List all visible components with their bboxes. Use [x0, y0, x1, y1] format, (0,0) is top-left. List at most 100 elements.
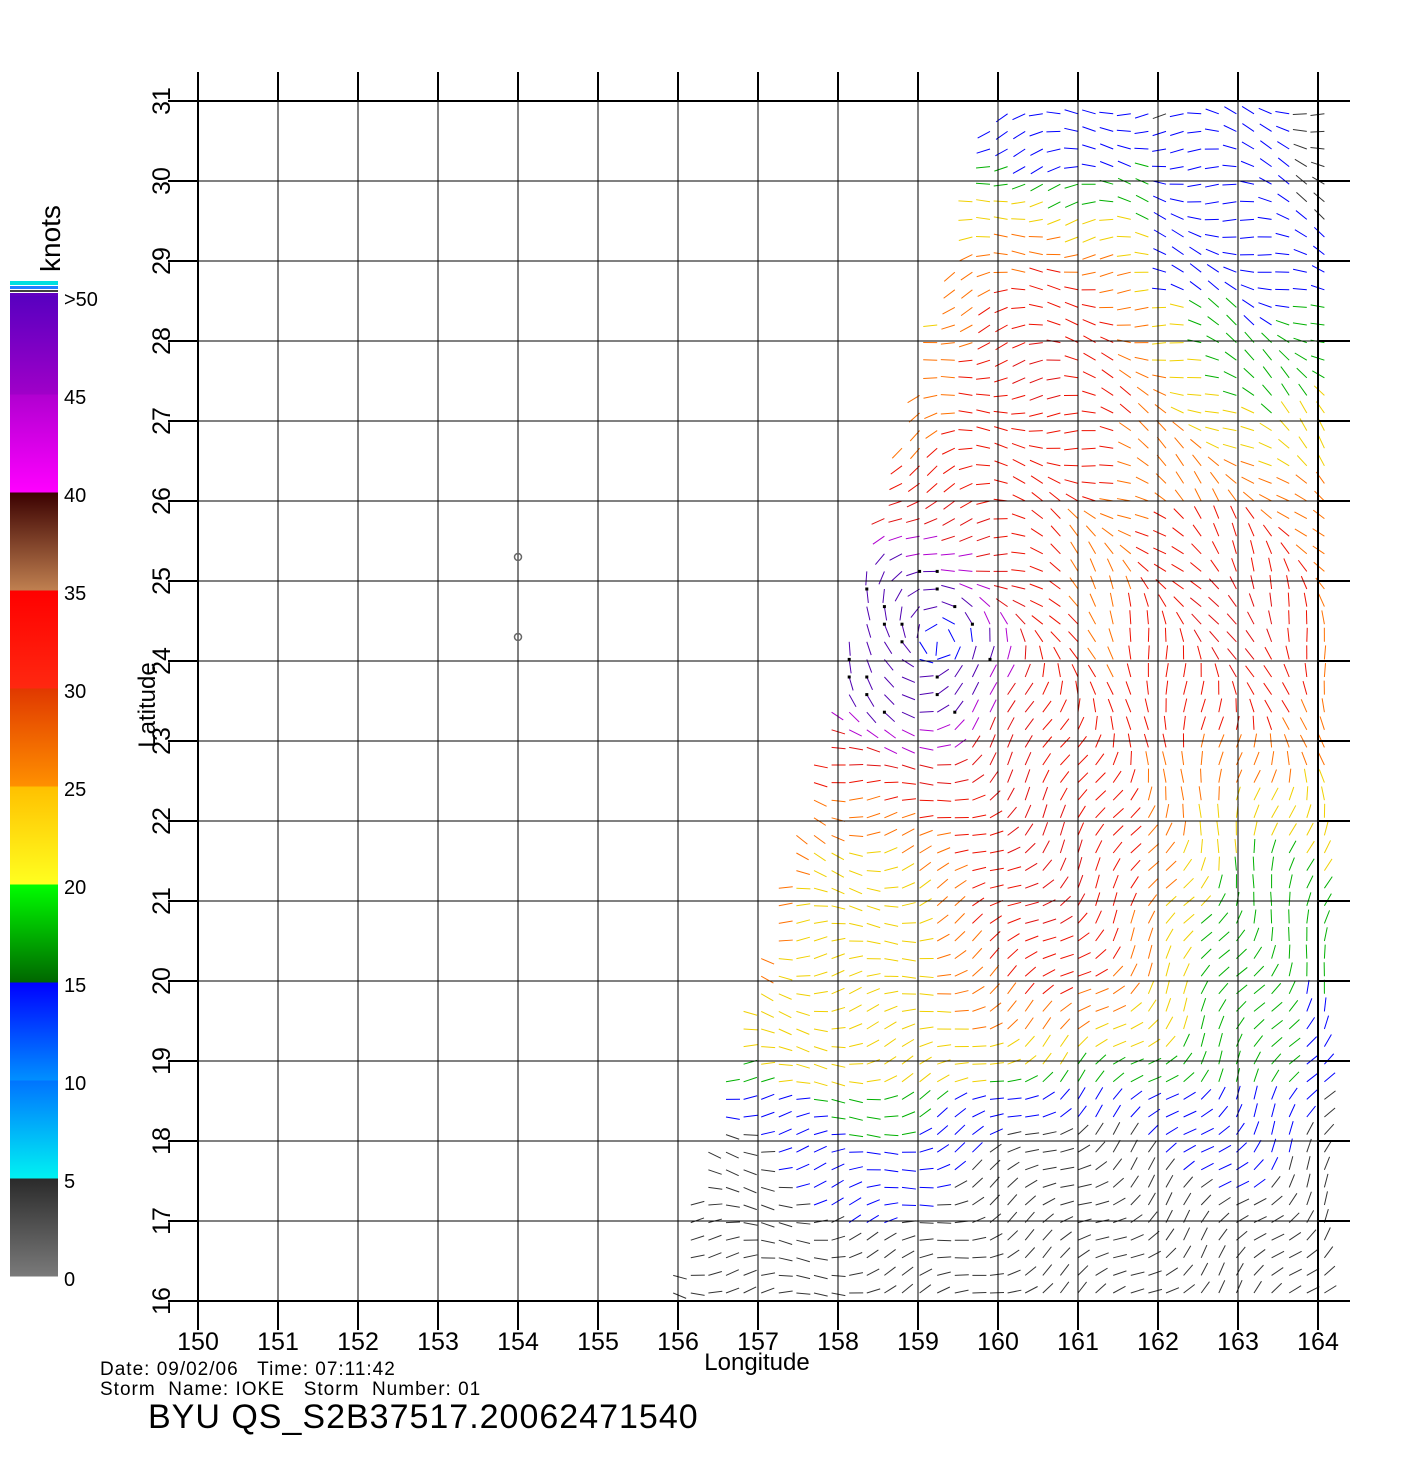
wind-vector — [1029, 285, 1043, 291]
wind-vector — [761, 1186, 775, 1192]
wind-vector — [1125, 716, 1132, 730]
wind-vector — [1130, 825, 1142, 836]
wind-vector — [906, 500, 920, 508]
wind-vector — [1183, 1245, 1192, 1259]
wind-vector — [1218, 1180, 1232, 1188]
wind-vector — [937, 1184, 952, 1188]
wind-vector — [866, 1058, 881, 1065]
wind-vector — [1077, 1234, 1092, 1241]
wind-vector — [1314, 490, 1325, 502]
wind-vector — [1250, 557, 1255, 572]
wind-vector — [972, 1110, 986, 1118]
wind-vector — [1323, 927, 1328, 942]
wind-vector — [919, 1284, 932, 1294]
wind-vector — [1007, 1019, 1019, 1030]
wind-vector — [976, 583, 991, 590]
wind-vector — [1183, 997, 1188, 1012]
wind-vector — [1147, 927, 1154, 942]
wind-vector — [1064, 447, 1079, 451]
wind-vector — [1268, 610, 1273, 625]
wind-vector — [1240, 269, 1255, 273]
wind-vector — [1222, 409, 1237, 414]
wind-vector — [1324, 1053, 1335, 1065]
date-value: 09/02/06 — [156, 1359, 239, 1380]
wind-vector — [1025, 1095, 1039, 1100]
wind-vector — [1253, 1051, 1261, 1065]
wind-vector — [899, 606, 903, 621]
wind-vector — [1042, 753, 1051, 766]
wind-vector — [796, 993, 811, 997]
wind-vector — [941, 324, 955, 330]
wind-vector — [848, 887, 863, 895]
wind-vector — [1222, 443, 1237, 449]
wind-vector — [1271, 787, 1279, 801]
wind-vector — [977, 342, 991, 350]
wind-vector — [813, 953, 828, 960]
wind-vector — [1165, 663, 1169, 678]
wind-vector — [994, 359, 1008, 367]
wind-vector — [1042, 769, 1050, 783]
wind-vector — [1077, 1249, 1090, 1259]
wind-vector — [778, 1204, 793, 1209]
wind-vector — [1278, 438, 1290, 449]
wind-vector — [901, 1111, 916, 1118]
wind-vector — [813, 1063, 828, 1070]
latitude-tick-label: 24 — [148, 647, 176, 675]
wind-vector — [813, 1162, 827, 1171]
wind-vector — [849, 779, 864, 784]
wind-vector — [1130, 788, 1139, 801]
wind-vector — [1007, 1038, 1020, 1048]
wind-vector — [1042, 918, 1057, 924]
wind-vector — [1288, 840, 1297, 854]
wind-vector — [796, 1112, 810, 1118]
wind-vector — [940, 375, 955, 379]
wind-vector — [1029, 394, 1043, 401]
wind-vector — [1134, 324, 1149, 328]
wind-vector — [1190, 438, 1202, 449]
wind-vector — [940, 342, 955, 345]
wind-vector — [1174, 437, 1184, 449]
wind-vector — [1042, 953, 1057, 960]
wind-vector — [1280, 401, 1290, 414]
wind-vector — [1077, 988, 1092, 995]
wind-vector — [901, 828, 915, 836]
wind-vector — [1243, 367, 1255, 379]
wind-vector — [1101, 527, 1114, 537]
wind-vector — [1271, 1250, 1285, 1259]
wind-vector — [1130, 1194, 1141, 1206]
wind-vector — [1174, 489, 1184, 502]
wind-vector — [1252, 856, 1255, 871]
wind-vector — [1028, 251, 1043, 256]
wind-vector — [1007, 1289, 1022, 1294]
wind-vector — [866, 729, 879, 739]
wind-vector — [1090, 575, 1097, 590]
wind-vector — [1182, 803, 1185, 818]
wind-vector — [796, 835, 808, 845]
wind-vector — [901, 1072, 914, 1083]
wind-vector — [1258, 302, 1272, 308]
wind-vector — [1276, 125, 1290, 132]
wind-vector — [1253, 787, 1261, 801]
wind-vector — [1165, 1287, 1180, 1294]
wind-vector — [989, 1159, 1001, 1171]
wind-vector — [1281, 383, 1290, 396]
wind-vector — [778, 902, 793, 907]
wind-vector — [743, 1114, 758, 1118]
longitude-tick-label: 152 — [337, 1328, 379, 1356]
colorbar-band — [10, 884, 58, 983]
wind-vector — [972, 833, 987, 836]
wind-vector — [884, 1266, 896, 1276]
wind-vector — [1007, 866, 1022, 872]
wind-vector — [1288, 786, 1295, 801]
wind-vector — [1204, 393, 1219, 396]
wind-vector — [1011, 218, 1026, 220]
wind-vector — [1077, 1105, 1087, 1118]
wind-vector — [1306, 1229, 1317, 1241]
wind-vector — [960, 500, 973, 509]
wind-vector — [1288, 891, 1291, 906]
wind-vector — [1218, 786, 1220, 801]
wind-vector — [1146, 680, 1149, 695]
wind-vector — [1253, 909, 1257, 924]
wind-vector — [813, 920, 828, 924]
wind-vector — [1077, 1020, 1090, 1030]
